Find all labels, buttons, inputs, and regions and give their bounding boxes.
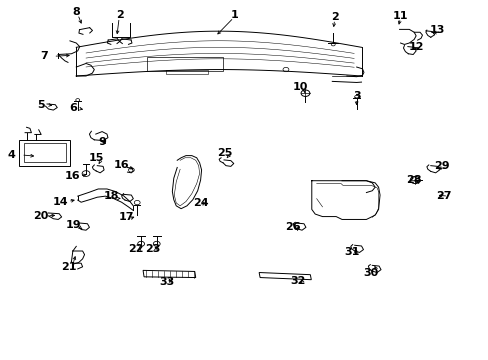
Text: 8: 8 bbox=[72, 7, 80, 17]
Text: 32: 32 bbox=[290, 276, 305, 286]
Text: 12: 12 bbox=[407, 42, 423, 52]
Text: 24: 24 bbox=[192, 198, 208, 208]
Text: 15: 15 bbox=[88, 153, 104, 163]
Text: 18: 18 bbox=[104, 191, 120, 201]
Bar bbox=[147, 57, 222, 71]
Bar bbox=[166, 70, 207, 74]
Text: 11: 11 bbox=[392, 11, 407, 21]
Text: 16: 16 bbox=[65, 171, 81, 181]
Text: 16: 16 bbox=[114, 159, 129, 170]
Bar bbox=[19, 140, 70, 166]
Bar bbox=[24, 143, 65, 162]
Text: 25: 25 bbox=[217, 148, 232, 158]
Text: 4: 4 bbox=[7, 150, 15, 160]
Text: 17: 17 bbox=[119, 212, 134, 221]
Text: 22: 22 bbox=[128, 244, 143, 254]
Text: 2: 2 bbox=[330, 12, 338, 22]
Text: 10: 10 bbox=[292, 82, 307, 93]
Text: 29: 29 bbox=[433, 161, 449, 171]
Text: 7: 7 bbox=[41, 51, 48, 61]
Text: 9: 9 bbox=[98, 138, 106, 147]
Text: 31: 31 bbox=[344, 247, 359, 257]
Text: 23: 23 bbox=[145, 244, 160, 254]
Text: 14: 14 bbox=[52, 197, 68, 207]
Text: 27: 27 bbox=[435, 191, 450, 201]
Text: 3: 3 bbox=[352, 91, 360, 101]
Text: 33: 33 bbox=[159, 277, 174, 287]
Text: 2: 2 bbox=[116, 10, 124, 20]
Text: 1: 1 bbox=[230, 10, 238, 20]
Text: 6: 6 bbox=[69, 103, 77, 113]
Text: 30: 30 bbox=[363, 268, 378, 278]
Text: 20: 20 bbox=[33, 211, 48, 221]
Text: 13: 13 bbox=[428, 25, 444, 35]
Text: 5: 5 bbox=[37, 100, 44, 110]
Text: 28: 28 bbox=[406, 175, 421, 185]
Text: 26: 26 bbox=[285, 222, 301, 232]
Text: 19: 19 bbox=[66, 220, 81, 230]
Text: 21: 21 bbox=[61, 262, 77, 272]
